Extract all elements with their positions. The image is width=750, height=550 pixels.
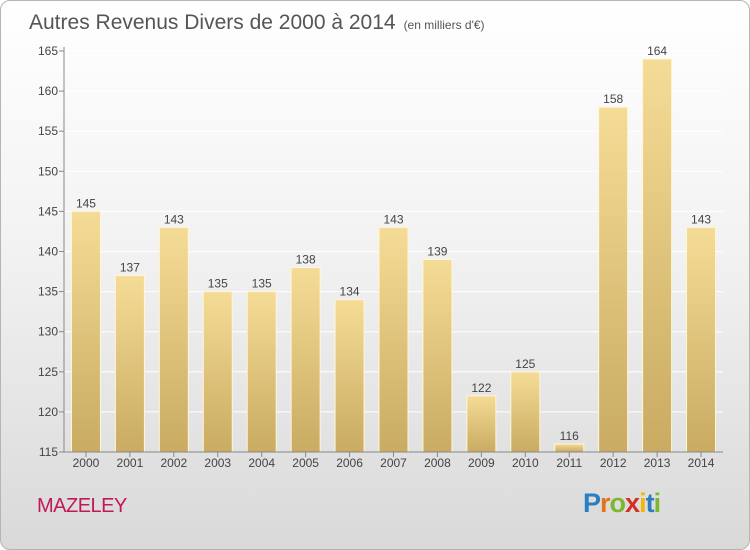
x-tick-label: 2007	[380, 456, 407, 470]
bar	[510, 371, 541, 453]
x-tick-label: 2011	[556, 456, 582, 470]
x-tick-label: 2010	[512, 456, 539, 470]
value-label: 143	[164, 212, 184, 226]
x-tick-label: 2004	[248, 456, 275, 470]
logo-letter: o	[609, 488, 626, 518]
logo-letter: r	[600, 488, 610, 518]
x-tick-label: 2000	[73, 456, 100, 470]
value-label: 143	[383, 212, 403, 226]
logo-letter: i	[639, 488, 646, 518]
chart-subtitle: (en milliers d'€)	[403, 18, 485, 32]
bar	[334, 299, 365, 453]
x-tick-label: 2002	[160, 456, 187, 470]
y-tick-label: 120	[38, 405, 58, 419]
x-tick-label: 2008	[424, 456, 451, 470]
proxiti-logo: Proxiti	[583, 488, 661, 519]
value-label: 135	[208, 277, 228, 291]
bar	[686, 226, 717, 453]
bar	[598, 106, 629, 453]
bar	[290, 267, 321, 453]
y-tick-label: 140	[38, 245, 58, 259]
bar	[202, 291, 233, 453]
value-label: 138	[296, 253, 316, 267]
x-tick-label: 2012	[600, 456, 627, 470]
chart-title-text: Autres Revenus Divers de 2000 à 2014	[29, 11, 396, 34]
bar	[246, 291, 277, 453]
y-tick-labels: 115 120 125 130 135 140 145 150 155 160 165	[38, 44, 58, 459]
value-label: 139	[427, 245, 447, 259]
value-label: 134	[340, 285, 360, 299]
y-tick-label: 155	[38, 124, 58, 138]
y-tick-label: 115	[39, 445, 58, 459]
x-tick-label: 2013	[644, 456, 671, 470]
value-label: 116	[560, 429, 579, 443]
value-label: 143	[691, 212, 711, 226]
y-tick-label: 150	[38, 164, 58, 178]
value-label: 135	[252, 277, 272, 291]
axes	[63, 47, 723, 453]
y-tick-label: 130	[38, 325, 58, 339]
bar	[422, 259, 453, 453]
y-tick-label: 165	[38, 44, 58, 58]
y-tick-label: 160	[38, 84, 58, 98]
x-tick-label: 2001	[117, 456, 144, 470]
x-tick-label: 2006	[336, 456, 363, 470]
y-tick-label: 145	[38, 204, 58, 218]
bar	[554, 443, 585, 453]
x-tick-label: 2009	[468, 456, 495, 470]
x-tick-label: 2003	[204, 456, 231, 470]
chart-title: Autres Revenus Divers de 2000 à 2014 (en …	[29, 11, 485, 35]
value-label: 158	[603, 92, 623, 106]
bar	[70, 210, 101, 453]
logo-letter: P	[583, 488, 601, 518]
bar	[114, 275, 145, 453]
value-label: 122	[471, 381, 491, 395]
bar	[642, 58, 673, 453]
value-label: 164	[647, 44, 667, 58]
x-tick-label: 2005	[292, 456, 319, 470]
bar	[378, 226, 409, 453]
value-label: 137	[120, 261, 140, 275]
value-label: 145	[76, 196, 96, 210]
commune-name: MAZELEY	[37, 495, 127, 517]
y-tick-label: 125	[38, 365, 58, 379]
logo-letter: i	[653, 488, 661, 518]
y-tick-label: 135	[38, 285, 58, 299]
value-label: 125	[515, 357, 535, 371]
bar	[466, 395, 497, 453]
bar	[158, 226, 189, 453]
x-tick-labels: 2000 2001 2002 2003 2004 2005 2006 2007 2008 2009…	[73, 456, 715, 470]
logo-letter: t	[645, 488, 655, 518]
bars	[70, 58, 717, 453]
value-labels: 145 137 143 135 135 138 134 143 139 122 125 116 158 1…	[76, 44, 711, 443]
x-tick-label: 2014	[688, 456, 715, 470]
logo-letter: x	[625, 488, 640, 518]
